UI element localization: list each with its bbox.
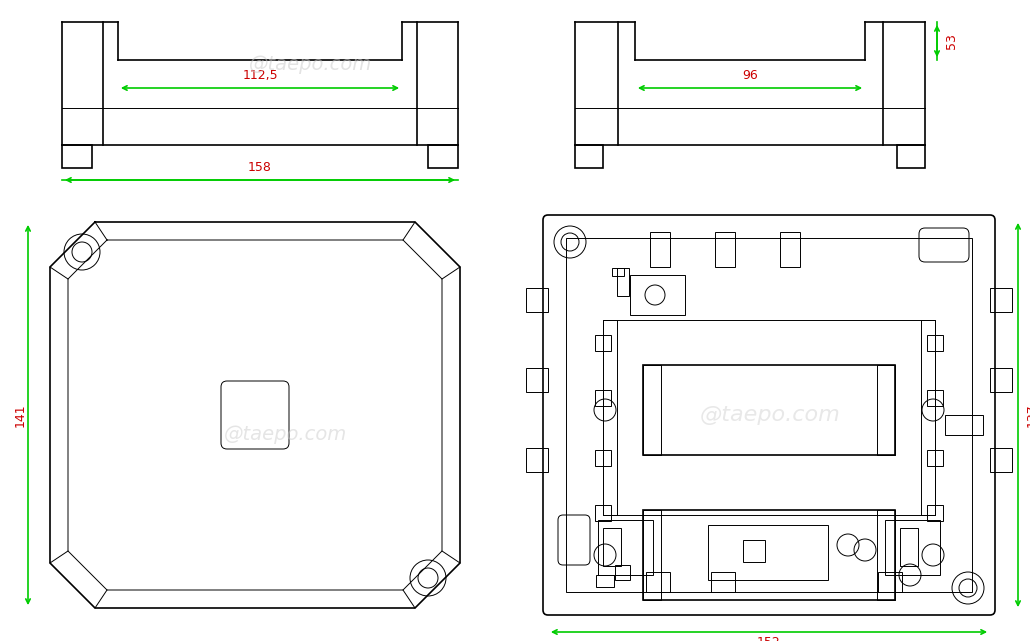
- Bar: [708, 525, 828, 580]
- Bar: [885, 520, 940, 575]
- Bar: [598, 520, 653, 575]
- Bar: [643, 365, 895, 455]
- Bar: [990, 368, 1012, 392]
- Text: 112,5: 112,5: [242, 69, 278, 82]
- Bar: [990, 288, 1012, 312]
- Bar: [603, 528, 621, 566]
- Bar: [897, 145, 925, 168]
- Bar: [617, 268, 629, 296]
- Bar: [526, 448, 548, 472]
- Bar: [595, 390, 611, 406]
- Text: @taepo.com: @taepo.com: [224, 426, 347, 444]
- Bar: [596, 575, 614, 587]
- Bar: [877, 510, 895, 600]
- Bar: [603, 320, 617, 515]
- Bar: [595, 335, 611, 351]
- Bar: [526, 288, 548, 312]
- Bar: [566, 238, 972, 592]
- Bar: [921, 320, 935, 515]
- Bar: [603, 320, 935, 515]
- Bar: [650, 232, 670, 267]
- Text: 158: 158: [248, 161, 272, 174]
- Bar: [595, 505, 611, 521]
- Bar: [877, 365, 895, 455]
- Text: 152: 152: [757, 636, 781, 641]
- Bar: [615, 565, 630, 580]
- Bar: [945, 415, 983, 435]
- Bar: [575, 145, 603, 168]
- Text: 137: 137: [1026, 403, 1030, 427]
- Text: @taepo.com: @taepo.com: [699, 405, 840, 425]
- Bar: [428, 145, 458, 168]
- Bar: [643, 365, 661, 455]
- Bar: [927, 335, 943, 351]
- Text: @taepo.com: @taepo.com: [248, 56, 372, 74]
- Bar: [927, 450, 943, 466]
- Bar: [612, 268, 624, 276]
- Bar: [990, 448, 1012, 472]
- Bar: [780, 232, 800, 267]
- Bar: [878, 572, 902, 592]
- Bar: [526, 368, 548, 392]
- Bar: [62, 145, 92, 168]
- Bar: [743, 540, 765, 562]
- Text: 53: 53: [945, 33, 958, 49]
- Text: 96: 96: [743, 69, 758, 82]
- Bar: [711, 572, 735, 592]
- Bar: [630, 275, 685, 315]
- Bar: [643, 510, 661, 600]
- Bar: [927, 505, 943, 521]
- Bar: [646, 572, 670, 592]
- Bar: [715, 232, 735, 267]
- Bar: [643, 510, 895, 600]
- Bar: [927, 390, 943, 406]
- Bar: [900, 528, 918, 566]
- Text: 141: 141: [13, 403, 27, 427]
- Bar: [595, 450, 611, 466]
